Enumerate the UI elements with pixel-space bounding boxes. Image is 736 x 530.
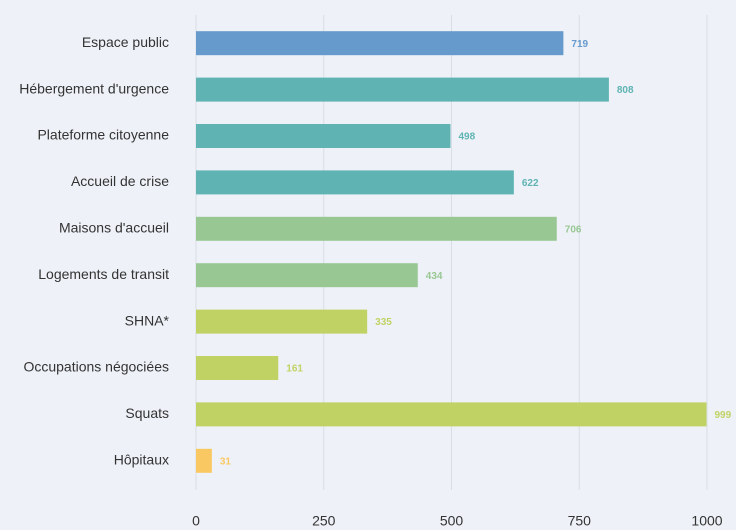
bar [196, 216, 557, 241]
y-tick-label: Plateforme citoyenne [37, 127, 169, 143]
y-tick-label: Hébergement d'urgence [19, 80, 169, 96]
bar [196, 170, 514, 195]
y-tick-label: Hôpitaux [114, 452, 169, 468]
bar [196, 402, 707, 427]
x-tick-label: 750 [568, 513, 592, 529]
value-label: 31 [220, 456, 232, 467]
value-label: 161 [286, 364, 303, 375]
bar [196, 124, 451, 148]
y-tick-label: Squats [125, 405, 169, 421]
y-tick-label: Maisons d'accueil [59, 220, 169, 236]
x-tick-label: 500 [440, 513, 464, 529]
bar [196, 356, 279, 380]
y-tick-label: Occupations négociées [23, 359, 169, 375]
bar [196, 309, 368, 334]
y-tick-label: Accueil de crise [71, 173, 169, 189]
value-label: 434 [426, 271, 443, 282]
x-tick-label: 1000 [691, 513, 722, 529]
y-tick-label: Logements de transit [38, 266, 169, 282]
value-label: 335 [375, 317, 392, 328]
value-label: 999 [714, 410, 731, 421]
bar [196, 448, 212, 473]
y-tick-label: Espace public [82, 34, 169, 50]
x-tick-label: 250 [312, 513, 336, 529]
bar [196, 77, 609, 102]
y-tick-label: SHNA* [125, 312, 170, 328]
value-label: 498 [458, 132, 475, 143]
x-tick-label: 0 [192, 513, 200, 529]
value-label: 706 [565, 224, 582, 235]
value-label: 808 [617, 85, 634, 96]
value-label: 719 [571, 39, 588, 50]
value-label: 622 [522, 178, 539, 189]
bar [196, 31, 564, 56]
bar [196, 263, 418, 288]
